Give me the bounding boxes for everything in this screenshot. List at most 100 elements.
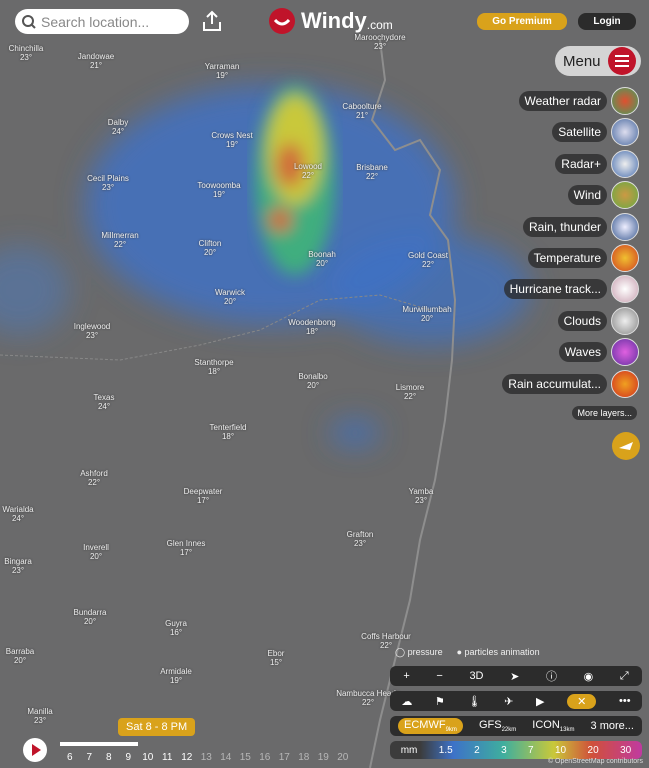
place-label: Brisbane 22° bbox=[356, 163, 388, 181]
view-3d[interactable]: 3D bbox=[469, 670, 484, 682]
logo-suffix: .com bbox=[366, 18, 393, 32]
layer-item[interactable]: Waves bbox=[558, 338, 639, 367]
place-temp: 19° bbox=[215, 71, 229, 80]
pin[interactable]: ◉ bbox=[583, 670, 594, 683]
layer-item[interactable]: Wind bbox=[567, 181, 639, 210]
tool-close[interactable]: ✕ bbox=[567, 693, 597, 709]
layer-item[interactable]: Clouds bbox=[557, 306, 639, 335]
current-time: Sat 8 - 8 PM bbox=[118, 718, 196, 736]
place-name: Armidale bbox=[160, 667, 192, 676]
hour-label[interactable]: 12 bbox=[181, 752, 193, 763]
search-box[interactable]: Search location... bbox=[15, 9, 189, 34]
legend-unit: mm bbox=[400, 744, 418, 756]
model-option[interactable]: ICON13km bbox=[532, 719, 574, 733]
layer-icon bbox=[611, 306, 639, 335]
layer-label: Rain, thunder bbox=[522, 216, 607, 237]
locate[interactable]: ➤ bbox=[510, 670, 520, 683]
model-option[interactable]: ECMWF9km bbox=[398, 717, 463, 735]
hour-label[interactable]: 20 bbox=[337, 752, 349, 763]
model-option[interactable]: GFS22km bbox=[479, 719, 516, 733]
hour-label[interactable]: 6 bbox=[66, 752, 73, 763]
layer-item[interactable]: Satellite bbox=[552, 118, 639, 147]
hour-label[interactable]: 14 bbox=[220, 752, 232, 763]
zoom-in[interactable]: + bbox=[403, 670, 410, 682]
place-temp: 21° bbox=[89, 61, 103, 70]
place-label: Grafton 23° bbox=[347, 530, 374, 548]
search-placeholder: Search location... bbox=[41, 13, 150, 30]
place-name: Guyra bbox=[165, 619, 187, 628]
place-name: Nambucca Heads bbox=[336, 689, 400, 698]
legend-value: 7 bbox=[528, 744, 534, 756]
tool-cam[interactable]: ▶ bbox=[536, 695, 545, 708]
logo[interactable]: Windy .com bbox=[268, 7, 393, 35]
place-temp: 24° bbox=[111, 127, 125, 136]
premium-button[interactable]: Go Premium bbox=[477, 13, 567, 30]
legend-value: 3 bbox=[501, 744, 507, 756]
place-temp: 20° bbox=[223, 297, 237, 306]
place-temp: 23° bbox=[353, 539, 367, 548]
hour-label[interactable]: 18 bbox=[298, 752, 310, 763]
place-temp: 22° bbox=[365, 172, 379, 181]
place-temp: 22° bbox=[87, 478, 101, 487]
place-temp: 22° bbox=[361, 698, 375, 707]
layer-item[interactable]: Temperature bbox=[527, 244, 639, 272]
place-name: Warwick bbox=[215, 288, 245, 297]
layer-item[interactable]: Rain, thunder bbox=[522, 212, 639, 241]
hour-label[interactable]: 9 bbox=[125, 752, 132, 763]
place-label: Lismore 22° bbox=[396, 383, 424, 401]
place-name: Caboolture bbox=[342, 102, 382, 111]
place-temp: 19° bbox=[212, 190, 226, 199]
place-temp: 22° bbox=[379, 641, 393, 650]
flight-button[interactable] bbox=[611, 431, 641, 461]
place-temp: 21° bbox=[355, 111, 369, 120]
place-name: Boonah bbox=[308, 250, 336, 259]
tool-flight[interactable]: ✈ bbox=[504, 695, 514, 708]
hour-label[interactable]: 8 bbox=[105, 752, 112, 763]
zoom-out[interactable]: − bbox=[436, 670, 443, 682]
tool-more[interactable]: ••• bbox=[619, 695, 631, 707]
play-button[interactable] bbox=[22, 737, 48, 763]
layer-item[interactable]: Hurricane track... bbox=[503, 275, 639, 304]
menu-button[interactable]: Menu bbox=[555, 46, 641, 76]
login-button[interactable]: Login bbox=[578, 13, 636, 30]
place-label: Ebor 15° bbox=[268, 649, 285, 667]
model-res: 22km bbox=[501, 727, 517, 734]
model-option[interactable]: 3 more... bbox=[591, 720, 634, 732]
place-temp: 18° bbox=[305, 327, 319, 336]
place-name: Manilla bbox=[27, 707, 53, 716]
place-temp: 23° bbox=[19, 53, 33, 62]
place-temp: 23° bbox=[414, 496, 428, 505]
place-name: Crows Nest bbox=[211, 131, 253, 140]
particles-toggle[interactable]: ● particles animation bbox=[456, 647, 540, 657]
hour-label[interactable]: 15 bbox=[239, 752, 251, 763]
layer-item[interactable]: Radar+ bbox=[555, 149, 639, 178]
place-label: Jandowae 21° bbox=[78, 52, 114, 70]
menu-icon bbox=[607, 47, 636, 75]
layer-label: Satellite bbox=[552, 122, 607, 143]
place-label: Warwick 20° bbox=[215, 288, 245, 306]
more-layers[interactable]: More layers... bbox=[572, 406, 637, 420]
hour-label[interactable]: 16 bbox=[259, 752, 271, 763]
place-name: Inverell bbox=[83, 543, 109, 552]
pressure-label: pressure bbox=[407, 647, 443, 657]
state-border bbox=[0, 294, 431, 361]
layer-icon bbox=[611, 149, 639, 178]
place-name: Jandowae bbox=[77, 52, 115, 61]
tool-temp[interactable]: 🌡 bbox=[467, 695, 482, 708]
layer-item[interactable]: Rain accumulat... bbox=[502, 369, 639, 398]
hour-label[interactable]: 17 bbox=[278, 752, 290, 763]
layer-item[interactable]: Weather radar bbox=[518, 87, 639, 115]
hour-label[interactable]: 10 bbox=[142, 752, 154, 763]
place-name: Ebor bbox=[267, 649, 285, 658]
hour-label[interactable]: 7 bbox=[86, 752, 93, 763]
share-icon[interactable] bbox=[200, 10, 224, 32]
tool-flag[interactable]: ⚑ bbox=[434, 695, 445, 708]
fullscreen[interactable]: ⤢ bbox=[619, 669, 629, 682]
place-name: Gold Coast bbox=[407, 251, 449, 260]
tool-weather[interactable]: ☁ bbox=[401, 695, 413, 708]
hour-label[interactable]: 13 bbox=[200, 752, 212, 763]
hour-label[interactable]: 19 bbox=[317, 752, 329, 763]
hour-label[interactable]: 11 bbox=[162, 752, 173, 763]
pressure-toggle[interactable]: ◯ pressure bbox=[395, 647, 443, 657]
info[interactable]: ⓘ bbox=[545, 671, 557, 683]
